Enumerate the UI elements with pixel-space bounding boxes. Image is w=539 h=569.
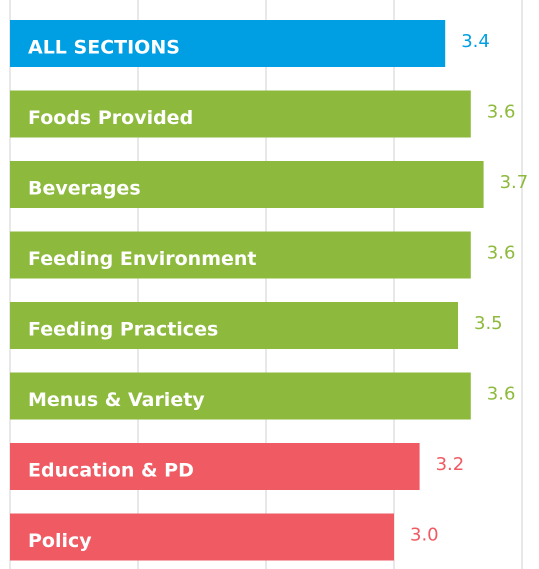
value-label: 3.7 [500, 172, 529, 193]
bar [10, 443, 420, 490]
category-label: Menus & Variety [28, 389, 205, 411]
value-label: 3.6 [487, 243, 516, 264]
value-label: 3.2 [436, 454, 465, 475]
bar [10, 372, 471, 420]
bar [10, 231, 471, 279]
value-label: 3.6 [487, 102, 516, 123]
category-label: Feeding Practices [28, 319, 218, 341]
value-label: 3.5 [474, 313, 503, 334]
value-label: 3.4 [461, 31, 490, 52]
value-label: 3.0 [410, 525, 439, 546]
category-label: ALL SECTIONS [28, 37, 180, 59]
bar [10, 90, 471, 138]
category-label: Feeding Environment [28, 248, 256, 270]
value-label: 3.6 [487, 384, 516, 405]
bar [10, 513, 394, 561]
bar [10, 20, 446, 67]
category-label: Policy [28, 530, 92, 552]
category-label: Education & PD [28, 460, 194, 482]
category-label: Beverages [28, 178, 141, 200]
bar [10, 161, 484, 208]
bar [10, 302, 458, 349]
category-label: Foods Provided [28, 107, 193, 129]
